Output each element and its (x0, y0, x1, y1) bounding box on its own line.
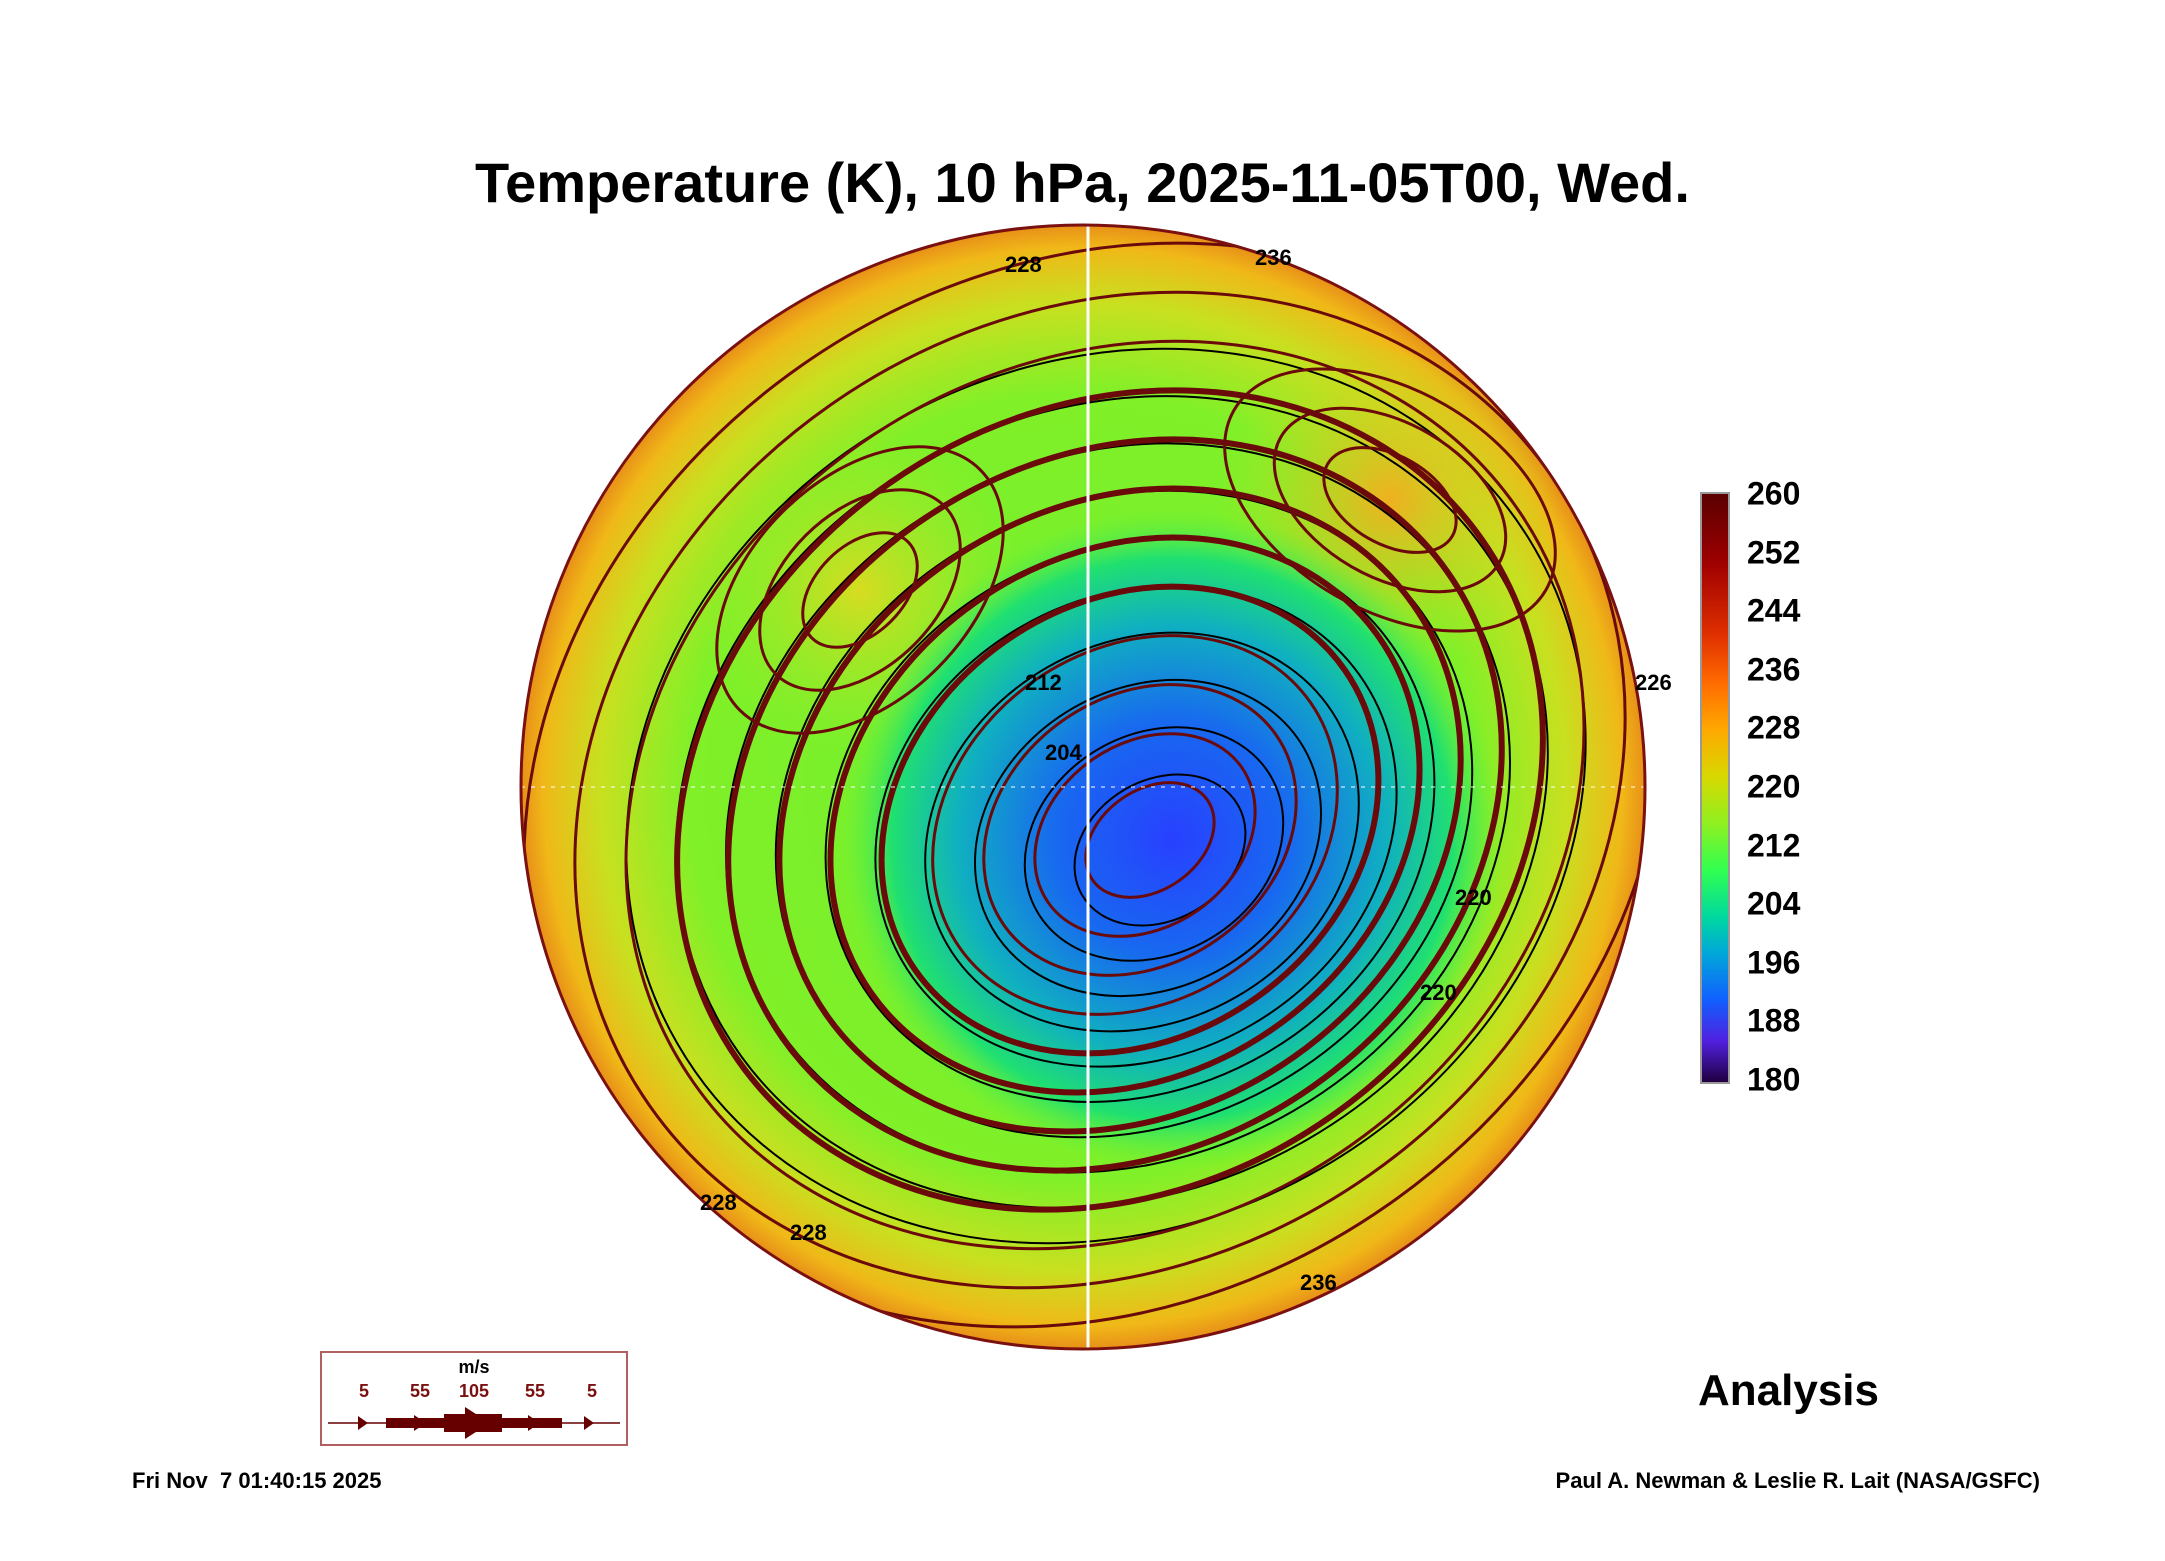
contour-label: 220 (1420, 980, 1457, 1005)
contour-line (974, 678, 1322, 998)
streamline (776, 485, 1464, 1135)
colorbar-tick-label: 228 (1747, 709, 1801, 746)
streamline (1322, 446, 1458, 554)
legend-speed: 5 (586, 1381, 598, 1401)
streamline (1084, 781, 1216, 899)
credit: Paul A. Newman & Leslie R. Lait (NASA/GS… (1555, 1468, 2040, 1493)
contour-line (874, 584, 1398, 1068)
colorbar-tick-label: 196 (1747, 944, 1801, 981)
streamline (674, 387, 1546, 1213)
streamline (982, 683, 1298, 977)
timestamp: Fri Nov 7 01:40:15 2025 (132, 1468, 382, 1493)
contour-label: 228 (790, 1220, 827, 1245)
colorbar-tick-label: 180 (1747, 1061, 1801, 1098)
legend-speed: 55 (409, 1381, 431, 1401)
contour-label: 220 (1455, 885, 1492, 910)
colorbar-tick-label: 220 (1747, 768, 1801, 805)
legend-unit: m/s (458, 1357, 490, 1377)
wind-speed-legend: m/s 5 55 105 55 5 (320, 1351, 628, 1446)
contour-line (1023, 726, 1285, 962)
contour-label: 228 (1005, 252, 1042, 277)
streamline (1272, 406, 1508, 594)
contour-label: 212 (1025, 670, 1062, 695)
contour-label: 236 (1300, 1270, 1337, 1295)
colorbar-tick-label: 252 (1747, 534, 1801, 571)
streamline (1033, 732, 1257, 938)
wind-arrow-scale (328, 1407, 620, 1439)
streamline (801, 531, 919, 649)
map-border (519, 223, 1647, 1351)
streamline (878, 583, 1382, 1057)
streamline (725, 436, 1505, 1174)
streamline (1223, 367, 1557, 633)
streamline (931, 634, 1339, 1016)
colorbar-tick-label: 212 (1747, 827, 1801, 864)
contour-label: 226 (1635, 670, 1672, 695)
contour-label: 236 (1255, 245, 1292, 270)
contour-lines (625, 347, 1587, 1245)
colorbar (1700, 492, 1730, 1084)
colorbar-tick-label: 260 (1747, 475, 1801, 512)
colorbar-tick-label: 236 (1747, 651, 1801, 688)
analysis-label: Analysis (1698, 1366, 1879, 1415)
contour-label: 204 (1045, 740, 1082, 765)
colorbar-tick-label: 188 (1747, 1002, 1801, 1039)
streamline (715, 445, 1005, 735)
contour-line (924, 631, 1360, 1033)
streamline (624, 339, 1586, 1251)
streamline (758, 488, 962, 692)
contour-label: 228 (700, 1190, 737, 1215)
streamline (827, 534, 1423, 1096)
colorbar-tick-label: 204 (1747, 885, 1801, 922)
chart-title: Temperature (K), 10 hPa, 2025-11-05T00, … (475, 151, 1690, 214)
legend-speed: 105 (458, 1381, 490, 1401)
colorbar-tick-label: 244 (1747, 592, 1801, 629)
legend-speed: 5 (358, 1381, 370, 1401)
legend-speed: 55 (524, 1381, 546, 1401)
